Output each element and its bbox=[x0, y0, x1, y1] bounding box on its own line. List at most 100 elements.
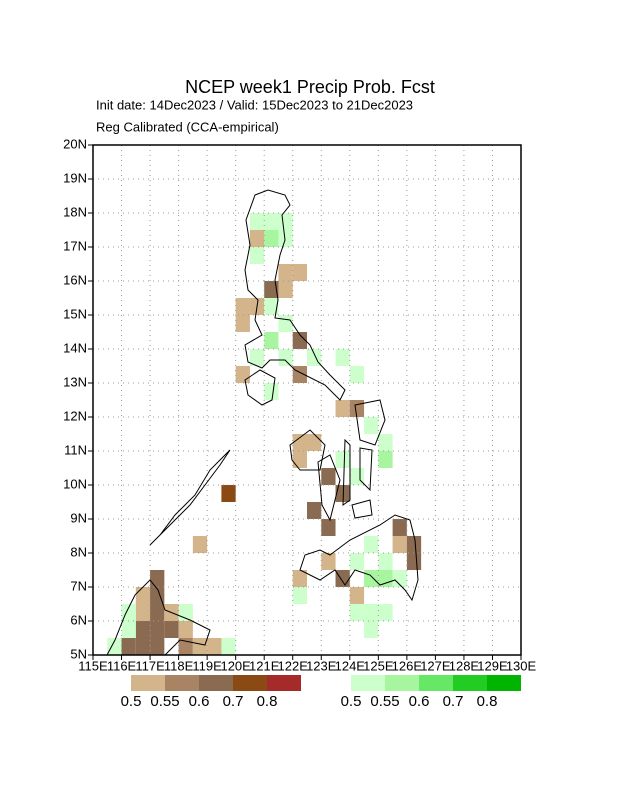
prob-cell bbox=[135, 604, 151, 621]
prob-cell bbox=[349, 604, 365, 621]
prob-cell bbox=[364, 570, 379, 587]
y-tick-label: 17N bbox=[63, 238, 87, 253]
colorbar-box bbox=[487, 675, 521, 691]
prob-cell bbox=[235, 366, 250, 383]
prob-cell bbox=[364, 604, 379, 621]
prob-cell bbox=[392, 519, 407, 536]
coastlines bbox=[106, 189, 419, 656]
prob-cell bbox=[207, 638, 222, 655]
prob-cell bbox=[135, 587, 151, 604]
x-tick-label: 120E bbox=[220, 658, 251, 673]
colorbar-label: 0.8 bbox=[477, 693, 498, 710]
prob-cell bbox=[406, 553, 422, 570]
prob-cell bbox=[406, 536, 422, 553]
prob-cell bbox=[150, 570, 165, 587]
prob-cell bbox=[292, 451, 307, 468]
y-tick-label: 5N bbox=[70, 646, 87, 661]
prob-cell bbox=[150, 638, 165, 655]
cells bbox=[107, 213, 422, 655]
prob-cell bbox=[278, 230, 293, 247]
prob-cell bbox=[335, 451, 350, 468]
colorbar-label: 0.8 bbox=[257, 693, 278, 710]
prob-cell bbox=[178, 621, 193, 638]
prob-cell bbox=[249, 213, 265, 230]
colorbar-label: 0.7 bbox=[443, 693, 464, 710]
colorbar-label: 0.6 bbox=[409, 693, 430, 710]
y-tick-label: 18N bbox=[63, 204, 87, 219]
coast bbox=[359, 447, 373, 492]
prob-cell bbox=[321, 519, 336, 536]
coast bbox=[244, 369, 276, 406]
x-tick-label: 121E bbox=[249, 658, 280, 673]
y-tick-label: 7N bbox=[70, 578, 87, 593]
prob-cell bbox=[135, 621, 151, 638]
y-tick-label: 16N bbox=[63, 272, 87, 287]
prob-cell bbox=[307, 502, 322, 519]
frame bbox=[92, 144, 522, 656]
x-tick-label: 127E bbox=[420, 658, 451, 673]
y-tick-label: 8N bbox=[70, 544, 87, 559]
prob-cell bbox=[321, 553, 336, 570]
prob-cell bbox=[307, 434, 322, 451]
x-tick-label: 125E bbox=[363, 658, 394, 673]
subtitle: Init date: 14Dec2023 / Valid: 15Dec2023 … bbox=[96, 97, 413, 112]
prob-cell bbox=[292, 434, 307, 451]
x-tick-label: 115E bbox=[78, 658, 108, 673]
y-tick-label: 12N bbox=[63, 408, 87, 423]
x-tick-label: 123E bbox=[306, 658, 337, 673]
prob-cell bbox=[364, 621, 379, 638]
colorbar-box bbox=[267, 675, 301, 691]
prob-cell bbox=[221, 638, 236, 655]
prob-cell bbox=[349, 587, 365, 604]
prob-cell bbox=[264, 383, 279, 400]
colorbar-label: 0.6 bbox=[189, 693, 210, 710]
y-tick-label: 19N bbox=[63, 170, 87, 185]
colorbar-label: 0.55 bbox=[150, 693, 179, 710]
prob-cell bbox=[235, 298, 250, 315]
prob-cell bbox=[278, 213, 293, 230]
prob-cell bbox=[121, 604, 136, 621]
coast bbox=[354, 399, 386, 446]
prob-cell bbox=[264, 332, 279, 349]
y-tick-label: 15N bbox=[63, 306, 87, 321]
coast bbox=[317, 454, 341, 522]
colorbar-box bbox=[385, 675, 419, 691]
prob-cell bbox=[150, 587, 165, 604]
prob-cell bbox=[378, 434, 393, 451]
y-tick-label: 20N bbox=[63, 136, 87, 151]
prob-cell bbox=[364, 417, 379, 434]
prob-cell bbox=[292, 332, 307, 349]
prob-cell bbox=[164, 621, 179, 638]
y-tick-label: 14N bbox=[63, 340, 87, 355]
prob-cell bbox=[107, 638, 122, 655]
prob-cell bbox=[349, 366, 365, 383]
prob-cell bbox=[264, 298, 279, 315]
prob-cell bbox=[378, 553, 393, 570]
coast bbox=[106, 579, 211, 656]
prob-cell bbox=[364, 536, 379, 553]
x-tick-label: 129E bbox=[477, 658, 508, 673]
prob-cell bbox=[392, 536, 407, 553]
coast bbox=[289, 429, 326, 471]
colorbar-box bbox=[233, 675, 267, 691]
prob-cell bbox=[264, 281, 279, 298]
prob-cell bbox=[192, 638, 208, 655]
colorbar-label: 0.55 bbox=[370, 693, 399, 710]
prob-cell bbox=[321, 468, 336, 485]
prob-cell bbox=[378, 604, 393, 621]
prob-cell bbox=[278, 281, 293, 298]
x-tick-label: 122E bbox=[278, 658, 309, 673]
x-tick-label: 124E bbox=[335, 658, 366, 673]
colorbar-box bbox=[131, 675, 165, 691]
coast bbox=[351, 499, 373, 519]
colorbar-box bbox=[351, 675, 385, 691]
prob-cell bbox=[349, 553, 365, 570]
coast bbox=[244, 189, 346, 401]
prob-cell bbox=[135, 638, 151, 655]
colorbar-box bbox=[165, 675, 199, 691]
prob-cell bbox=[392, 570, 407, 587]
prob-cell bbox=[335, 349, 350, 366]
prob-cell bbox=[221, 485, 236, 502]
prob-cell bbox=[278, 349, 293, 366]
